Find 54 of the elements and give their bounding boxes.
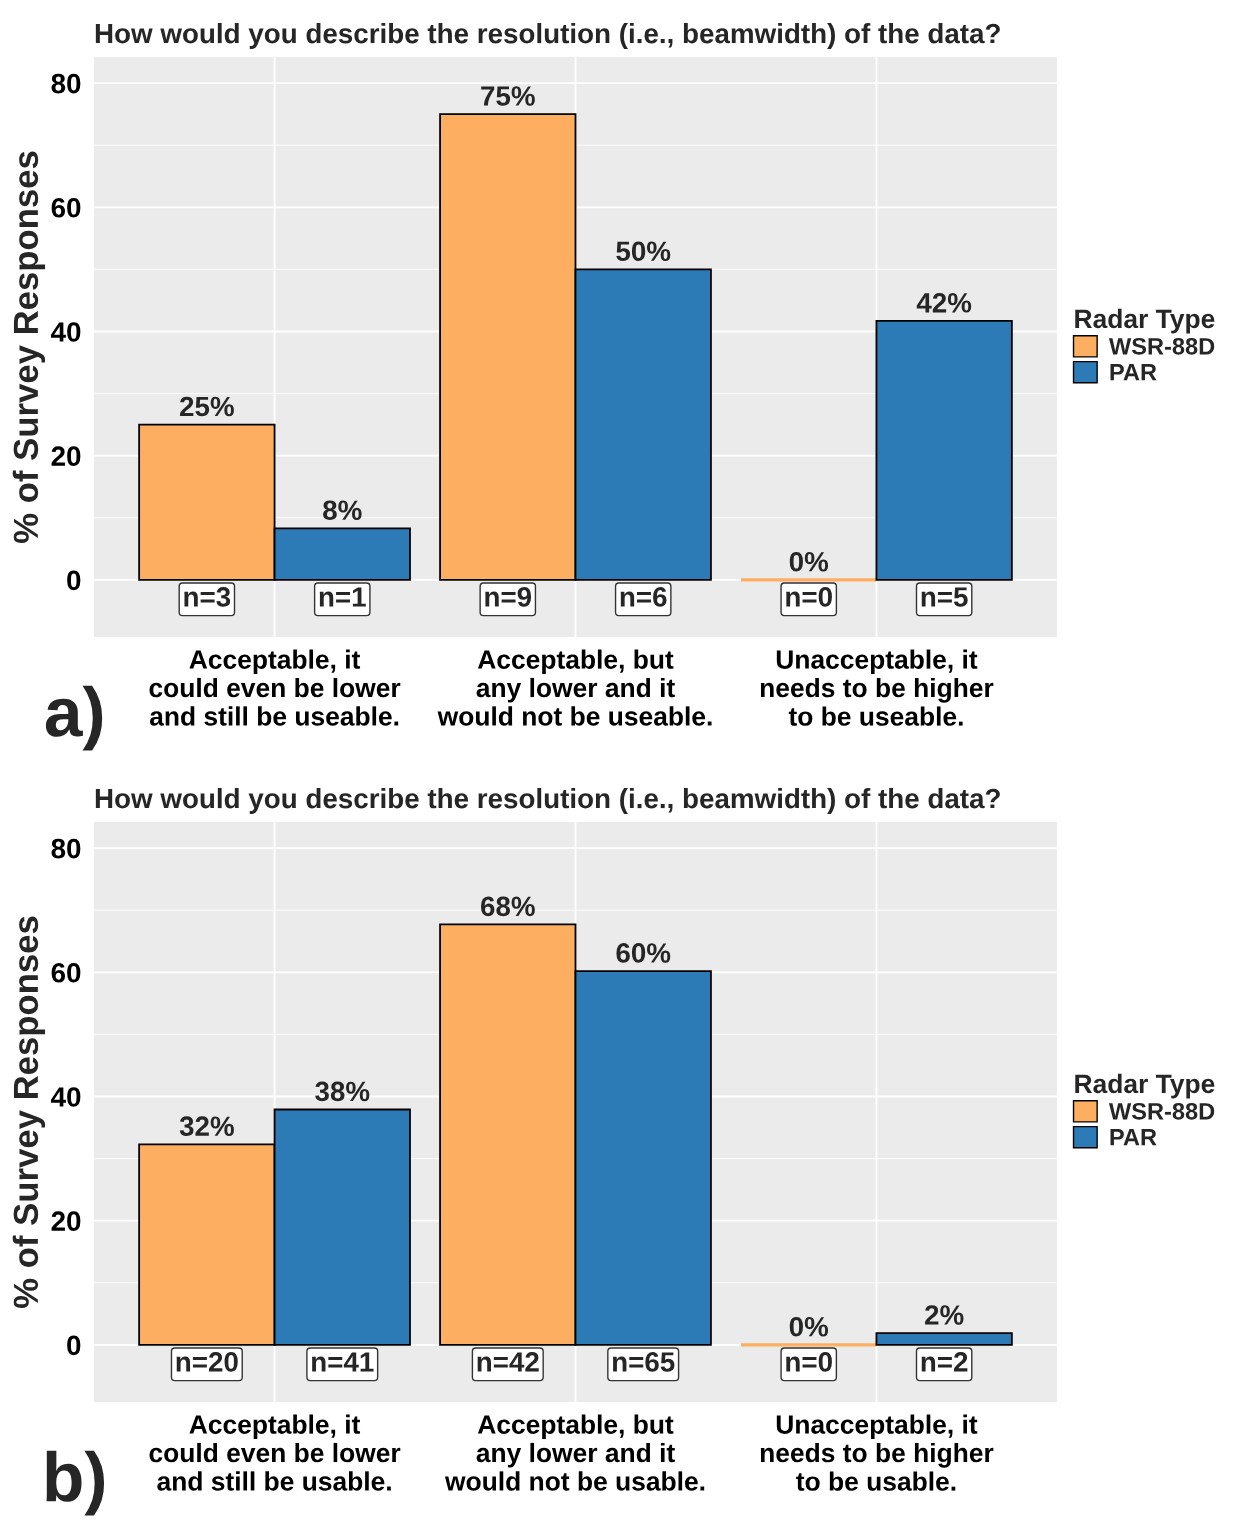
y-tick-label: 80	[51, 838, 81, 859]
bar	[875, 320, 1013, 581]
data-label: 32%	[179, 1116, 234, 1137]
annotation: n=6	[620, 587, 667, 607]
text: a)	[45, 685, 103, 751]
x-tick-label: Unacceptable, it needs to be higher to be usable.	[760, 1414, 994, 1491]
annotation: n=3	[184, 587, 231, 607]
x-tick-label: Acceptable, but any lower and it would not be usable.	[444, 1414, 705, 1491]
annotation: n=42	[477, 1352, 539, 1372]
y-axis-title: % of Survey Responses	[12, 916, 46, 1308]
data-label: 8%	[323, 500, 362, 521]
annotation: n=0	[786, 587, 832, 607]
annotation: n=2	[921, 1352, 968, 1372]
y-tick-label: 60	[51, 197, 81, 218]
legend-title: Radar Type	[1075, 308, 1215, 334]
y-tick-label: 40	[51, 1087, 81, 1107]
x-tick-label: Acceptable, it could even be lower and still be usable.	[149, 1414, 401, 1491]
data-label: 0%	[789, 551, 829, 572]
annotation: n=5	[921, 587, 968, 607]
data-label: 25%	[180, 396, 234, 417]
x-tick-label: Unacceptable, it needs to be higher to be useable.	[760, 649, 994, 726]
data-label: 0%	[789, 1316, 829, 1337]
x-tick-label: Acceptable, but any lower and it would not be useable.	[437, 649, 712, 726]
data-label: 75%	[481, 86, 535, 106]
data-label: 2%	[925, 1305, 964, 1325]
annotation: n=9	[485, 587, 532, 607]
bar	[875, 1332, 1013, 1346]
y-tick-label: 0	[67, 1335, 81, 1356]
legend-label: WSR-88D	[1108, 337, 1215, 355]
data-label: 38%	[315, 1081, 370, 1102]
data-label: 68%	[481, 896, 535, 917]
data-label: 60%	[616, 943, 671, 963]
annotation: n=0	[786, 1352, 832, 1372]
chart-title: How would you describe the resolution (i.e., beamwidth) of the data?	[95, 787, 1000, 814]
y-tick-label: 20	[51, 446, 81, 467]
legend-title: Radar Type	[1075, 1073, 1215, 1099]
y-tick-label: 0	[67, 570, 81, 591]
y-tick-label: 20	[51, 1211, 81, 1232]
text: b)	[46, 1450, 105, 1516]
annotation: n=20	[176, 1352, 238, 1372]
chart-title: How would you describe the resolution (i.e., beamwidth) of the data?	[95, 22, 1000, 49]
legend-label: PAR	[1110, 364, 1157, 381]
y-tick-label: 60	[51, 962, 81, 983]
y-axis-title: % of Survey Responses	[12, 151, 46, 543]
annotation: n=1	[319, 587, 366, 607]
legend-label: WSR-88D	[1108, 1102, 1215, 1120]
annotation: n=65	[613, 1352, 675, 1372]
y-tick-label: 40	[51, 322, 81, 342]
x-tick-label: Acceptable, it could even be lower and still be useable.	[149, 649, 401, 726]
data-label: 42%	[916, 292, 972, 313]
data-label: 50%	[616, 241, 671, 262]
legend-label: PAR	[1110, 1129, 1157, 1146]
annotation: n=41	[312, 1352, 374, 1372]
y-tick-label: 80	[51, 73, 81, 94]
